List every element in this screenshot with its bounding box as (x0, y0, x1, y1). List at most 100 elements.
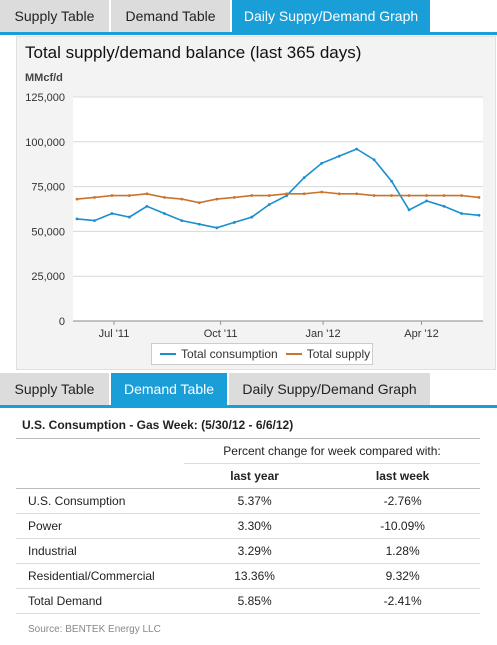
data-point (128, 194, 131, 197)
cell-last-year: 5.37% (184, 488, 326, 514)
data-point (128, 215, 131, 219)
table-row: Power 3.30% -10.09% (16, 513, 480, 539)
table-title: U.S. Consumption - Gas Week: (5/30/12 - … (22, 418, 294, 432)
data-point (477, 213, 481, 217)
tab-daily-graph[interactable]: Daily Suppy/Demand Graph (232, 0, 432, 32)
data-point (232, 195, 236, 199)
chart-legend: Total consumption Total supply (151, 343, 373, 365)
data-point (197, 222, 201, 226)
tab-supply-table[interactable]: Supply Table (0, 0, 111, 32)
data-point (372, 158, 376, 162)
demand-table-section: U.S. Consumption - Gas Week: (5/30/12 - … (16, 418, 480, 635)
row-label: Total Demand (16, 588, 184, 614)
data-point (320, 190, 324, 194)
y-tick-label: 75,000 (31, 182, 65, 194)
tab-demand-table[interactable]: Demand Table (111, 0, 232, 32)
data-point (407, 194, 411, 197)
cell-last-year: 5.85% (184, 588, 326, 614)
legend-label-supply: Total supply (306, 347, 371, 361)
x-tick-label: Oct '11 (204, 328, 238, 340)
row-label: Industrial (16, 538, 184, 564)
data-point (250, 194, 254, 197)
data-point (390, 179, 394, 183)
plot-area (73, 97, 483, 321)
table-group-header-row: Percent change for week compared with: (16, 439, 480, 464)
row-label: U.S. Consumption (16, 488, 184, 514)
cell-last-week: 9.32% (325, 563, 480, 589)
data-point (372, 194, 376, 197)
cell-last-week: -2.76% (325, 488, 480, 514)
data-point (110, 194, 114, 197)
x-tick-label: Apr '12 (404, 328, 439, 340)
data-point (425, 199, 428, 203)
data-point (302, 192, 306, 196)
data-point (110, 212, 114, 215)
group-header: Percent change for week compared with: (223, 444, 441, 458)
data-point (215, 197, 219, 201)
y-tick-label: 50,000 (31, 226, 65, 238)
tab-demand-table-2[interactable]: Demand Table (111, 373, 229, 405)
y-tick-label: 25,000 (31, 271, 65, 283)
data-point (75, 197, 79, 201)
table-row: U.S. Consumption 5.37% -2.76% (16, 488, 480, 514)
demand-table: Percent change for week compared with: l… (16, 439, 480, 614)
cell-last-year: 3.30% (184, 513, 326, 539)
data-point (390, 194, 394, 197)
tab-daily-graph-2[interactable]: Daily Suppy/Demand Graph (229, 373, 432, 405)
data-point (180, 219, 184, 223)
legend-item-supply[interactable]: Total supply (285, 347, 371, 361)
row-label: Residential/Commercial (16, 563, 184, 589)
x-tick-label: Jul '11 (99, 328, 130, 340)
data-point (442, 194, 446, 197)
top-tab-bar: Supply Table Demand Table Daily Suppy/De… (0, 0, 497, 32)
data-point (267, 203, 271, 206)
cell-last-year: 13.36% (184, 563, 326, 589)
data-point (477, 195, 481, 199)
x-tick-label: Jan '12 (306, 328, 341, 340)
cell-last-week: 1.28% (325, 538, 480, 564)
series-line-supply (76, 191, 480, 204)
cell-last-week: -2.41% (325, 588, 480, 614)
data-point (355, 192, 359, 196)
chart-panel: Total supply/demand balance (last 365 da… (16, 36, 496, 370)
y-tick-label: 100,000 (25, 137, 65, 149)
header-blank-2 (16, 463, 184, 489)
data-point (93, 219, 96, 223)
tab-underline-2 (0, 405, 497, 408)
source-note: Source: BENTEK Energy LLC (28, 624, 161, 635)
column-header-last-week: last week (325, 463, 480, 489)
cell-last-week: -10.09% (325, 513, 480, 539)
table-column-header-row: last year last week (16, 463, 480, 489)
data-point (180, 197, 184, 201)
header-blank (16, 439, 184, 464)
table-row: Industrial 3.29% 1.28% (16, 538, 480, 564)
mid-tab-bar: Supply Table Demand Table Daily Suppy/De… (0, 373, 497, 405)
data-point (145, 192, 149, 196)
data-point (250, 215, 254, 219)
data-point (93, 195, 96, 199)
tab-supply-table-2[interactable]: Supply Table (0, 373, 111, 405)
row-label: Power (16, 513, 184, 539)
data-point (145, 204, 149, 208)
data-point (337, 192, 341, 196)
data-point (355, 147, 359, 151)
data-point (162, 195, 166, 199)
chart-title: Total supply/demand balance (last 365 da… (25, 43, 362, 62)
column-header-last-year: last year (184, 463, 326, 489)
data-point (337, 154, 341, 158)
legend-swatch-consumption (160, 353, 176, 355)
data-point (460, 194, 463, 197)
tab-underline (0, 32, 497, 35)
data-point (320, 161, 324, 165)
data-point (442, 204, 446, 208)
legend-item-consumption[interactable]: Total consumption (160, 347, 278, 361)
table-row: Total Demand 5.85% -2.41% (16, 588, 480, 614)
cell-last-year: 3.29% (184, 538, 326, 564)
data-point (215, 226, 219, 230)
data-point (285, 192, 289, 196)
y-tick-label: 125,000 (25, 92, 65, 104)
data-point (460, 212, 463, 215)
data-point (232, 221, 236, 224)
legend-swatch-supply (285, 353, 302, 355)
line-chart: 0 25,000 50,000 75,000 100,000 125,000 Jul '11… (25, 92, 483, 340)
